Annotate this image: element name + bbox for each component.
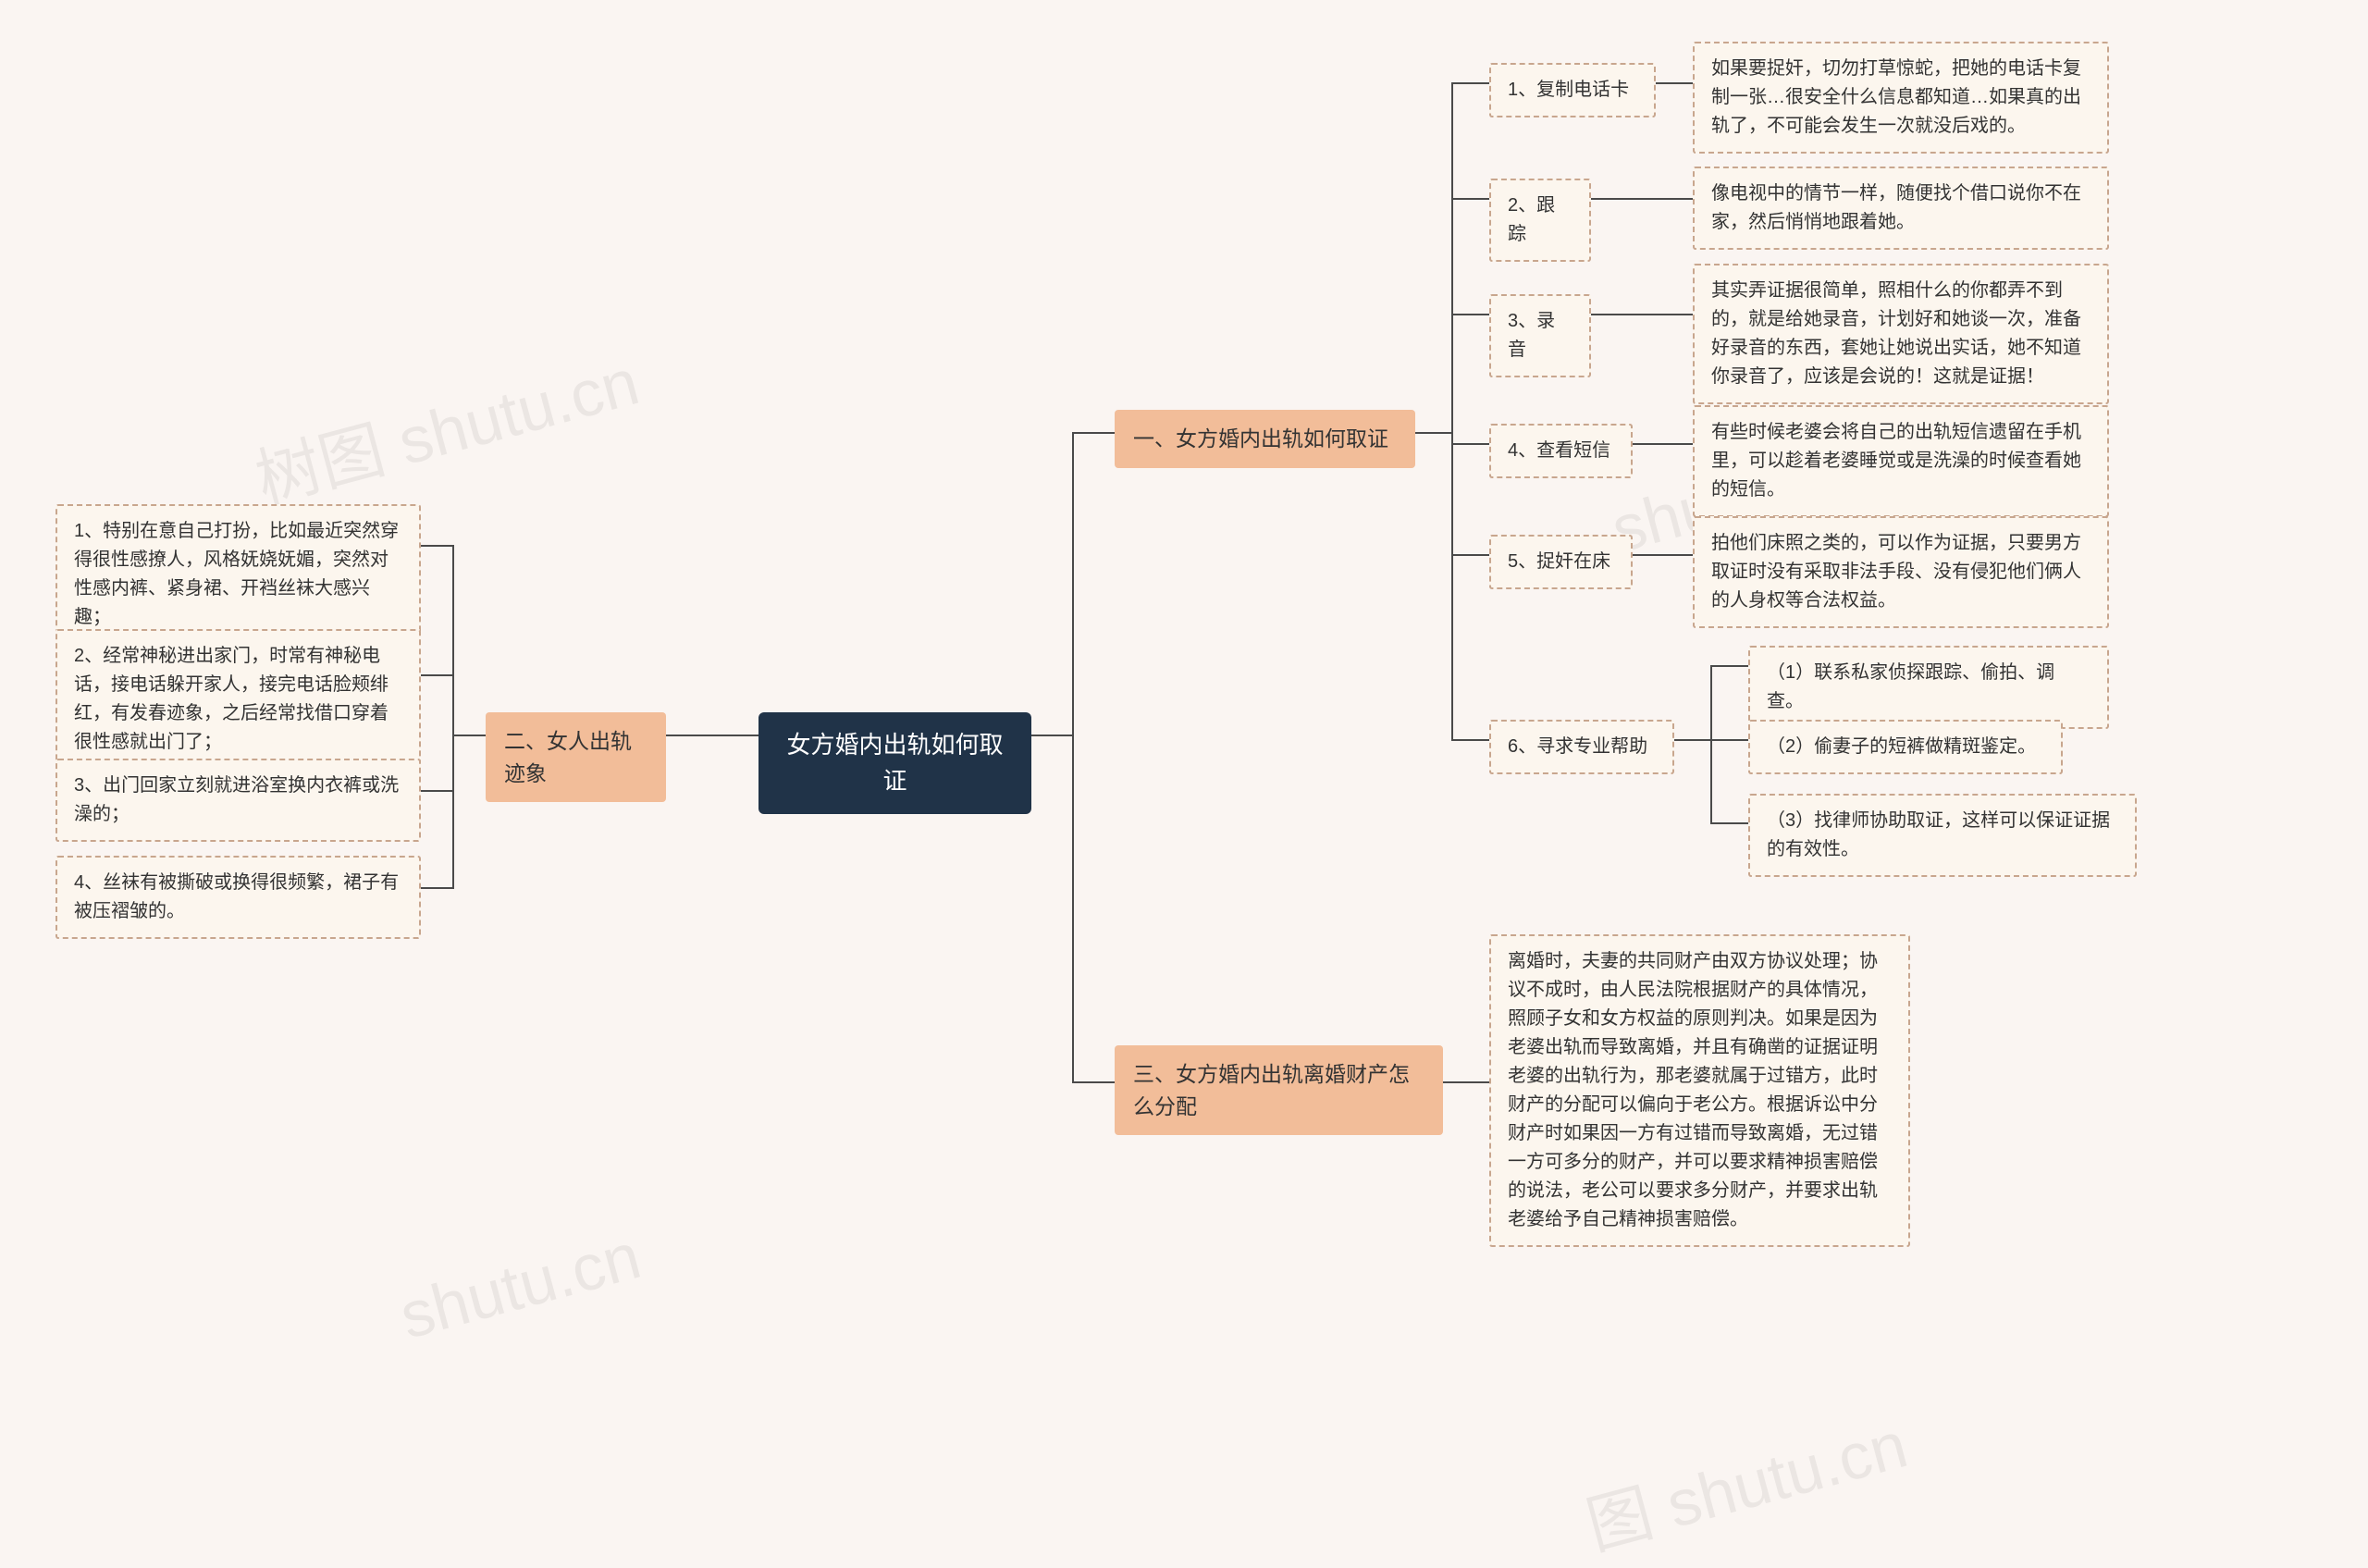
b2-item3: 3、出门回家立刻就进浴室换内衣裤或洗澡的； (56, 759, 421, 842)
root-node: 女方婚内出轨如何取证 (758, 712, 1031, 814)
b2-item2: 2、经常神秘进出家门，时常有神秘电话，接电话躲开家人，接完电话脸颊绯红，有发春迹… (56, 629, 421, 770)
watermark: shutu.cn (392, 1218, 648, 1353)
branch-3: 三、女方婚内出轨离婚财产怎么分配 (1115, 1045, 1443, 1135)
b1-item1-desc: 如果要捉奸，切勿打草惊蛇，把她的电话卡复制一张…很安全什么信息都知道…如果真的出… (1693, 42, 2109, 154)
b1-item5-desc: 拍他们床照之类的，可以作为证据，只要男方取证时没有采取非法手段、没有侵犯他们俩人… (1693, 516, 2109, 628)
watermark: 树图 shutu.cn (244, 330, 648, 522)
b1-item4-desc: 有些时候老婆会将自己的出轨短信遗留在手机里，可以趁着老婆睡觉或是洗澡的时候查看她… (1693, 405, 2109, 517)
b1-item5-num: 5、捉奸在床 (1489, 535, 1633, 589)
b1-item3-num: 3、录音 (1489, 294, 1591, 377)
b1-item6-sub3: （3）找律师协助取证，这样可以保证证据的有效性。 (1748, 794, 2137, 877)
branch-1: 一、女方婚内出轨如何取证 (1115, 410, 1415, 468)
b1-item6-sub2: （2）偷妻子的短裤做精斑鉴定。 (1748, 720, 2063, 774)
b1-item2-desc: 像电视中的情节一样，随便找个借口说你不在家，然后悄悄地跟着她。 (1693, 167, 2109, 250)
b1-item1-num: 1、复制电话卡 (1489, 63, 1656, 117)
b3-desc: 离婚时，夫妻的共同财产由双方协议处理；协议不成时，由人民法院根据财产的具体情况，… (1489, 934, 1910, 1247)
b1-item3-desc: 其实弄证据很简单，照相什么的你都弄不到的，就是给她录音，计划好和她谈一次，准备好… (1693, 264, 2109, 404)
b1-item2-num: 2、跟踪 (1489, 179, 1591, 262)
b1-item6-num: 6、寻求专业帮助 (1489, 720, 1674, 774)
branch-2: 二、女人出轨迹象 (486, 712, 666, 802)
b2-item4: 4、丝袜有被撕破或换得很频繁，裙子有被压褶皱的。 (56, 856, 421, 939)
watermark: 图 shutu.cn (1575, 1393, 1916, 1568)
b1-item6-sub1: （1）联系私家侦探跟踪、偷拍、调查。 (1748, 646, 2109, 729)
b1-item4-num: 4、查看短信 (1489, 424, 1633, 478)
b2-item1: 1、特别在意自己打扮，比如最近突然穿得很性感撩人，风格妩娆妩媚，突然对性感内裤、… (56, 504, 421, 645)
